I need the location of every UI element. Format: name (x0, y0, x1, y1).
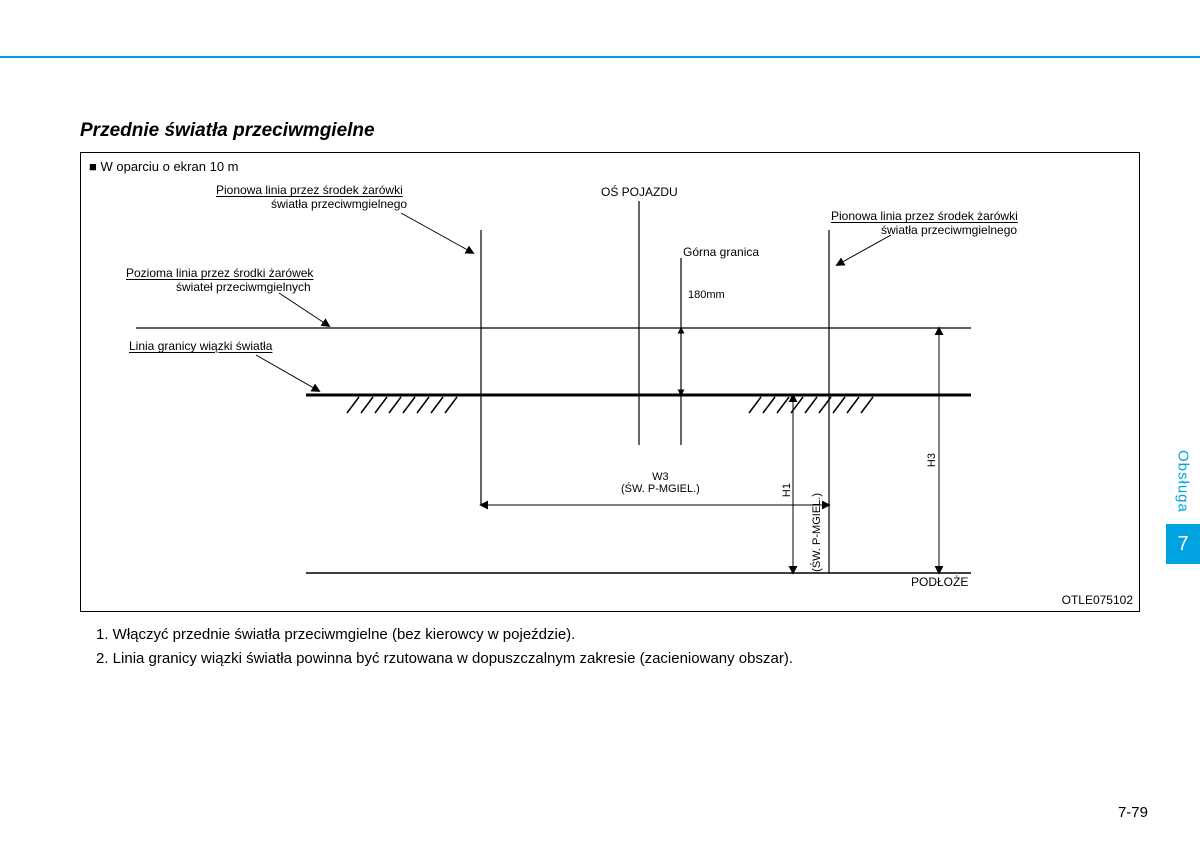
horiz-bulbs-l1: Pozioma linia przez środki żarówek (126, 266, 313, 280)
w3-label: W3 (ŚW. P-MGIEL.) (621, 471, 700, 495)
instruction-2: 2. Linia granicy wiązki światła powinna … (96, 650, 793, 667)
axis-label: OŚ POJAZDU (601, 185, 678, 199)
h1-label: H1 (781, 483, 793, 497)
ground-label: PODŁOŻE (911, 575, 968, 589)
h1-sub: (ŚW. P-MGIEL.) (811, 493, 823, 572)
figure-code: OTLE075102 (1062, 593, 1133, 607)
mm180-label: 180mm (688, 289, 725, 301)
vert-bulb-left-l1: Pionowa linia przez środek żarówki (216, 183, 403, 197)
diagram-frame: ■ W oparciu o ekran 10 m (80, 152, 1140, 612)
page-number: 7-79 (1118, 804, 1148, 821)
top-rule (0, 56, 1200, 58)
w3-sub: (ŚW. P-MGIEL.) (621, 483, 700, 495)
cutoff-label: Linia granicy wiązki światła (129, 339, 272, 353)
vert-bulb-left-l2: światła przeciwmgielnego (271, 197, 407, 211)
w3-text: W3 (621, 471, 700, 483)
h3-label: H3 (926, 453, 938, 467)
vert-bulb-right-l2: światła przeciwmgielnego (881, 223, 1017, 237)
page-title: Przednie światła przeciwmgielne (80, 120, 375, 142)
side-tab-number: 7 (1166, 524, 1200, 564)
instruction-1: 1. Włączyć przednie światła przeciwmgiel… (96, 626, 575, 643)
h1-text: H1 (781, 483, 793, 497)
horiz-bulbs-l2: świateł przeciwmgielnych (176, 280, 311, 294)
side-tab-label: Obsługa (1175, 450, 1192, 519)
h3-text: H3 (926, 453, 938, 467)
side-tab: Obsługa 7 (1166, 450, 1200, 564)
h1-sub-label: (ŚW. P-MGIEL.) (811, 493, 823, 572)
upper-limit-label: Górna granica (683, 245, 759, 259)
vert-bulb-right-l1: Pionowa linia przez środek żarówki (831, 209, 1018, 223)
